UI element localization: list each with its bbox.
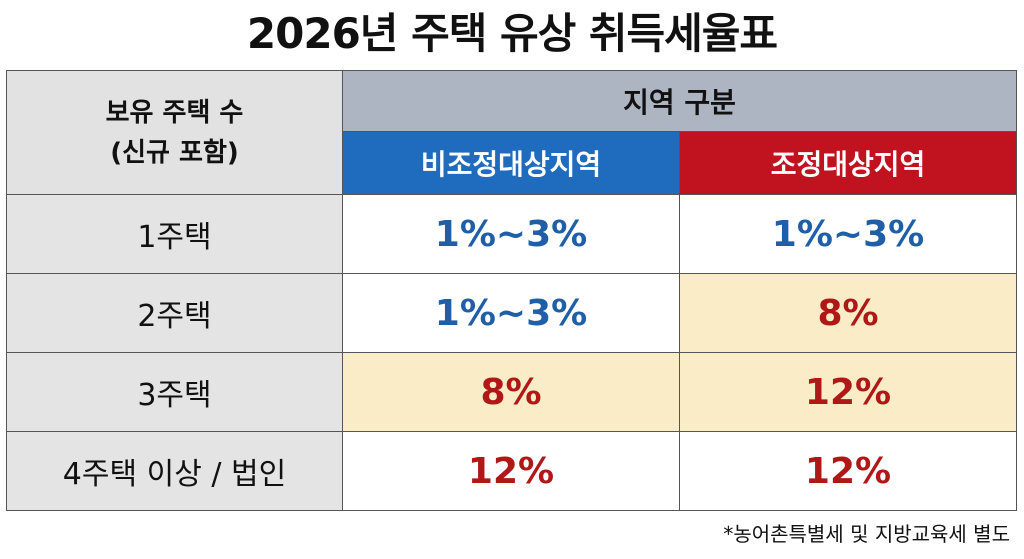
rate-cell-non-adjusted: 1%~3% (342, 273, 680, 353)
rate-cell-non-adjusted: 12% (342, 431, 680, 511)
non-adjusted-region-header: 비조정대상지역 (342, 131, 680, 195)
rate-cell-non-adjusted: 8% (342, 352, 680, 432)
page-title: 2026년 주택 유상 취득세율표 (246, 9, 778, 58)
rate-cell-adjusted: 1%~3% (678, 194, 1018, 274)
rate-cell-non-adjusted: 1%~3% (342, 194, 680, 274)
rate-cell-adjusted: 12% (678, 431, 1018, 511)
table-row: 4주택 이상 / 법인 12% 12% (6, 431, 1018, 511)
row-label: 3주택 (6, 352, 343, 432)
table-row: 1주택 1%~3% 1%~3% (6, 194, 1018, 274)
holding-count-header-line2: (신규 포함) (110, 137, 239, 168)
table-row: 3주택 8% 12% (6, 352, 1018, 432)
holding-count-header-line1: 보유 주택 수 (105, 97, 244, 128)
table-row: 2주택 1%~3% 8% (6, 273, 1018, 353)
footnote: *농어촌특별세 및 지방교육세 별도 (723, 522, 1010, 546)
region-header: 지역 구분 (341, 70, 1018, 132)
row-label: 1주택 (6, 194, 343, 274)
row-label: 2주택 (6, 273, 343, 353)
rate-cell-adjusted: 8% (678, 273, 1018, 353)
tax-rate-table: 보유 주택 수 (신규 포함) 지역 구분 비조정대상지역 조정대상지역 1주택… (6, 70, 1018, 511)
rate-cell-adjusted: 12% (678, 352, 1018, 432)
holding-count-header: 보유 주택 수 (신규 포함) (6, 70, 343, 195)
row-label: 4주택 이상 / 법인 (6, 431, 343, 511)
adjusted-region-header: 조정대상지역 (678, 131, 1018, 195)
